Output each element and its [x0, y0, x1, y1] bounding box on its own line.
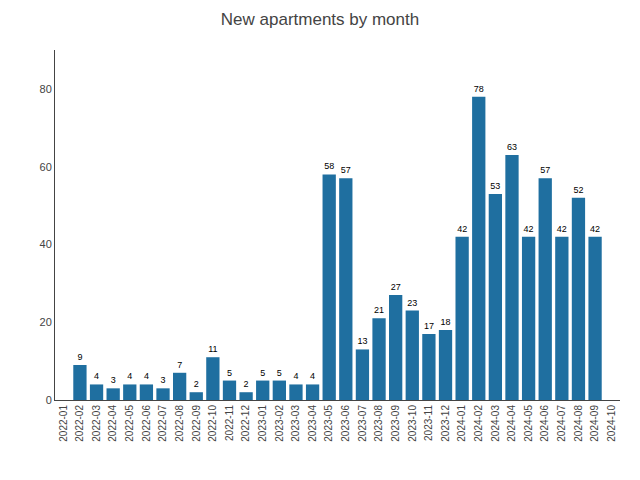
svg-text:2023-10: 2023-10 — [407, 405, 418, 442]
svg-text:2023-03: 2023-03 — [290, 405, 301, 442]
svg-text:42: 42 — [590, 224, 600, 234]
svg-text:2: 2 — [194, 379, 199, 389]
svg-text:42: 42 — [524, 224, 534, 234]
svg-text:23: 23 — [407, 298, 417, 308]
svg-text:2: 2 — [244, 379, 249, 389]
svg-text:40: 40 — [40, 238, 52, 250]
svg-text:4: 4 — [293, 371, 298, 381]
svg-text:18: 18 — [441, 317, 451, 327]
svg-text:2023-11: 2023-11 — [423, 405, 434, 441]
svg-text:80: 80 — [40, 83, 52, 95]
svg-text:2022-08: 2022-08 — [174, 405, 185, 442]
svg-text:2024-08: 2024-08 — [573, 405, 584, 442]
svg-text:57: 57 — [540, 165, 550, 175]
svg-text:27: 27 — [391, 282, 401, 292]
svg-text:21: 21 — [374, 305, 384, 315]
svg-text:4: 4 — [310, 371, 315, 381]
svg-text:2022-12: 2022-12 — [240, 405, 251, 442]
svg-text:53: 53 — [490, 181, 500, 191]
svg-text:New apartments by month: New apartments by month — [221, 10, 419, 29]
svg-text:2024-07: 2024-07 — [556, 405, 567, 442]
svg-text:2023-06: 2023-06 — [340, 405, 351, 442]
svg-text:17: 17 — [424, 321, 434, 331]
svg-text:2024-06: 2024-06 — [539, 405, 550, 442]
svg-text:52: 52 — [573, 185, 583, 195]
svg-text:2022-04: 2022-04 — [107, 405, 118, 442]
svg-text:2024-09: 2024-09 — [589, 405, 600, 442]
svg-text:20: 20 — [40, 316, 52, 328]
svg-text:2024-01: 2024-01 — [456, 405, 467, 442]
svg-text:58: 58 — [324, 161, 334, 171]
svg-text:2022-09: 2022-09 — [191, 405, 202, 442]
svg-text:57: 57 — [341, 165, 351, 175]
svg-text:3: 3 — [111, 375, 116, 385]
svg-text:2022-10: 2022-10 — [207, 405, 218, 442]
svg-text:2024-05: 2024-05 — [523, 405, 534, 442]
svg-text:4: 4 — [144, 371, 149, 381]
svg-text:2023-12: 2023-12 — [440, 405, 451, 442]
svg-text:2024-02: 2024-02 — [473, 405, 484, 442]
svg-text:13: 13 — [357, 336, 367, 346]
svg-text:2023-01: 2023-01 — [257, 405, 268, 442]
svg-text:63: 63 — [507, 142, 517, 152]
svg-text:78: 78 — [474, 84, 484, 94]
svg-text:11: 11 — [208, 344, 217, 354]
svg-text:3: 3 — [161, 375, 166, 385]
svg-text:5: 5 — [260, 368, 265, 378]
svg-text:2023-02: 2023-02 — [274, 405, 285, 442]
svg-text:4: 4 — [94, 371, 99, 381]
svg-text:42: 42 — [457, 224, 467, 234]
svg-text:2022-07: 2022-07 — [157, 405, 168, 442]
svg-text:5: 5 — [227, 368, 232, 378]
svg-text:9: 9 — [77, 352, 82, 362]
svg-text:2023-04: 2023-04 — [307, 405, 318, 442]
svg-text:2023-09: 2023-09 — [390, 405, 401, 442]
svg-text:2023-08: 2023-08 — [373, 405, 384, 442]
svg-text:2024-04: 2024-04 — [506, 405, 517, 442]
svg-text:2022-02: 2022-02 — [74, 405, 85, 442]
svg-text:4: 4 — [127, 371, 132, 381]
svg-text:60: 60 — [40, 161, 52, 173]
svg-text:2023-05: 2023-05 — [323, 405, 334, 442]
svg-text:2022-03: 2022-03 — [91, 405, 102, 442]
svg-text:2022-01: 2022-01 — [58, 405, 69, 442]
svg-text:5: 5 — [277, 368, 282, 378]
svg-text:2022-11: 2022-11 — [224, 405, 235, 441]
svg-text:2024-10: 2024-10 — [606, 405, 617, 442]
svg-text:2022-06: 2022-06 — [141, 405, 152, 442]
svg-text:2024-03: 2024-03 — [490, 405, 501, 442]
svg-text:7: 7 — [177, 360, 182, 370]
svg-text:42: 42 — [557, 224, 567, 234]
svg-text:2023-07: 2023-07 — [357, 405, 368, 442]
svg-text:0: 0 — [46, 394, 52, 406]
svg-text:2022-05: 2022-05 — [124, 405, 135, 442]
